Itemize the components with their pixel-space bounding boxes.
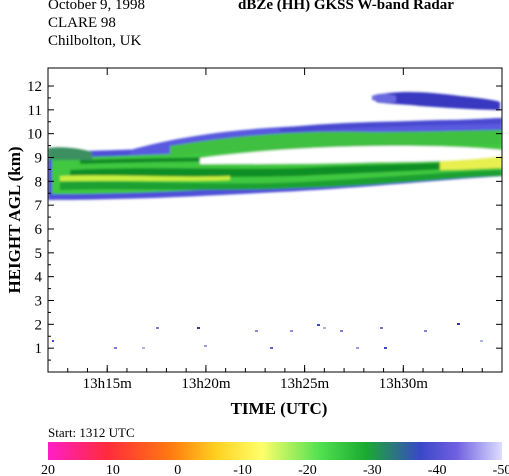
- colorbar-tick-label: -20: [298, 463, 317, 476]
- reflectivity-field: [48, 92, 502, 349]
- clutter-speck: [156, 327, 159, 329]
- clear-gap: [200, 146, 502, 164]
- header-campaign: CLARE 98: [48, 15, 116, 31]
- clutter-speck: [424, 330, 427, 332]
- colorbar-tick-label: 10: [106, 463, 120, 476]
- colorbar-tick-label: -50: [493, 463, 509, 476]
- colorbar-tick-label: -10: [233, 463, 252, 476]
- clutter-speck: [457, 323, 460, 325]
- y-tick-label: 11: [28, 103, 42, 119]
- clutter-speck: [384, 347, 387, 349]
- clutter-speck: [380, 327, 383, 329]
- upper-layer-top-streak: [280, 118, 502, 132]
- y-tick-label: 6: [35, 222, 43, 238]
- left-upper-patch: [48, 147, 92, 160]
- plot-frame: [47, 67, 503, 373]
- clutter-speck: [340, 330, 343, 332]
- x-axis: 13h15m 13h20m 13h25m 13h30m: [67, 68, 503, 392]
- x-tick-label: 13h15m: [83, 376, 133, 392]
- y-axis-label: HEIGHT AGL (km): [5, 146, 24, 293]
- header-site: Chilbolton, UK: [48, 33, 142, 49]
- clutter-speck: [270, 347, 273, 349]
- upper-layer-core: [170, 130, 502, 156]
- x-tick-label: 13h30m: [379, 376, 429, 392]
- cirrus-edge: [372, 93, 396, 103]
- colorbar-tick-label: -30: [363, 463, 382, 476]
- y-tick-label: 12: [27, 79, 42, 95]
- clutter-speck: [204, 345, 207, 347]
- clutter-speck: [197, 327, 200, 329]
- colorbar-labels: 20 10 0 -10 -20 -30 -40 -50: [41, 463, 509, 476]
- colorbar-tick-label: 20: [41, 463, 55, 476]
- clutter-speck: [52, 340, 54, 342]
- y-tick-label: 5: [35, 246, 43, 262]
- main-layer-streak-2: [60, 170, 502, 190]
- low-level-clutter: [52, 323, 483, 349]
- x-tick-label: 13h25m: [280, 376, 330, 392]
- start-time-label: Start: 1312 UTC: [48, 425, 135, 440]
- clutter-speck: [114, 347, 117, 349]
- colorbar: [48, 442, 502, 460]
- main-layer-streak-1: [70, 160, 502, 178]
- y-tick-label: 8: [35, 174, 43, 190]
- y-tick-label: 7: [35, 198, 43, 214]
- y-tick-label: 1: [35, 341, 43, 357]
- clutter-speck: [317, 324, 320, 326]
- clutter-speck: [480, 340, 483, 342]
- colorbar-tick-label: -40: [428, 463, 447, 476]
- chart-title: dBZe (HH) GKSS W-band Radar: [238, 0, 454, 13]
- y-tick-label: 9: [35, 151, 43, 167]
- main-layer-bright-core: [60, 175, 230, 181]
- x-axis-label: TIME (UTC): [231, 399, 328, 418]
- clutter-speck: [255, 330, 258, 332]
- x-tick-label: 13h20m: [181, 376, 231, 392]
- y-tick-label: 2: [35, 317, 43, 333]
- y-tick-label: 4: [35, 270, 43, 286]
- clutter-speck: [356, 347, 359, 349]
- y-tick-label: 10: [27, 127, 42, 143]
- y-tick-label: 3: [35, 294, 43, 310]
- clutter-speck: [290, 330, 293, 332]
- clutter-speck: [142, 347, 145, 349]
- clutter-speck: [323, 327, 326, 329]
- cirrus-patch: [376, 92, 500, 110]
- header-date: October 9, 1998: [48, 0, 146, 13]
- colorbar-tick-label: 0: [174, 463, 181, 476]
